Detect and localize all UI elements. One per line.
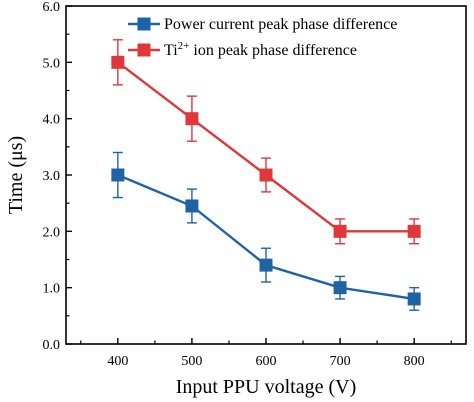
data-point: [259, 168, 273, 182]
x-tick-label: 700: [330, 354, 351, 369]
y-tick-label: 5.0: [43, 56, 61, 71]
legend-label: Ti2+ ion peak phase difference: [164, 40, 357, 59]
legend: Power current peak phase difference Ti2+ …: [128, 16, 397, 59]
y-tick-label: 6.0: [43, 0, 61, 15]
y-axis-label: Time (μs): [5, 136, 27, 214]
data-point: [185, 112, 199, 126]
y-tick-label: 4.0: [43, 113, 61, 128]
data-point: [185, 199, 199, 213]
x-tick-label: 800: [404, 354, 425, 369]
data-point: [407, 292, 421, 306]
series-1: [111, 151, 421, 311]
data-point: [407, 224, 421, 238]
legend-marker: [137, 17, 151, 31]
data-point: [259, 258, 273, 272]
y-tick-label: 0.0: [43, 338, 61, 353]
series-line: [117, 61, 415, 233]
y-tick-label: 2.0: [43, 225, 61, 240]
data-point: [111, 168, 125, 182]
series-layer: [111, 39, 421, 311]
data-point: [333, 224, 347, 238]
data-point: [333, 281, 347, 295]
x-tick-label: 500: [181, 354, 202, 369]
y-tick-label: 1.0: [43, 282, 61, 297]
x-axis-label: Input PPU voltage (V): [176, 376, 357, 398]
data-point: [111, 55, 125, 69]
x-tick-label: 600: [256, 354, 277, 369]
legend-entry-2: Ti2+ ion peak phase difference: [128, 40, 357, 59]
x-tick-label: 400: [107, 354, 128, 369]
legend-entry-1: Power current peak phase difference: [128, 16, 397, 33]
series-2: [111, 39, 421, 245]
y-tick-label: 3.0: [43, 169, 61, 184]
axes: 0.0 1.0 2.0 3.0 4.0 5.0 6.0 400 500 600 700 800: [43, 0, 467, 369]
legend-marker: [137, 43, 151, 57]
legend-label: Power current peak phase difference: [164, 16, 397, 33]
